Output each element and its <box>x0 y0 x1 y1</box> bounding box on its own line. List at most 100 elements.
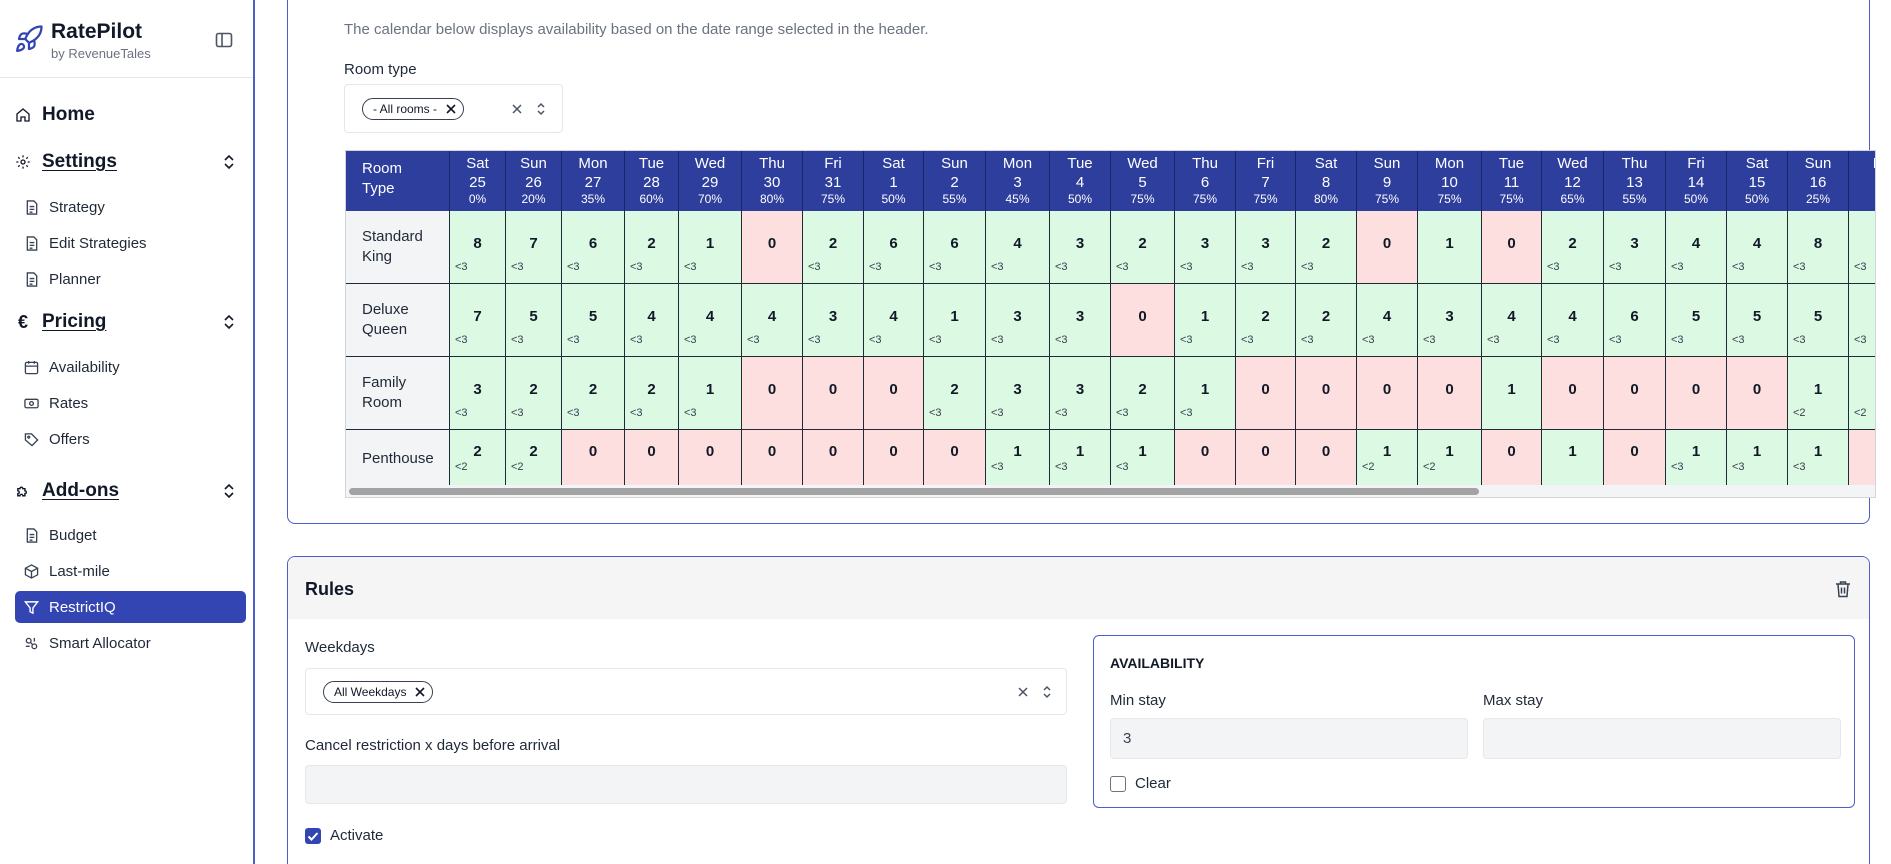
availability-cell[interactable]: 0 <box>679 430 742 488</box>
availability-cell[interactable]: 7 <3 <box>506 211 562 284</box>
sidebar-item-planner[interactable]: Planner <box>15 263 246 295</box>
availability-cell[interactable]: 4 <3 <box>864 284 924 357</box>
availability-cell[interactable]: 0 <box>1357 211 1418 284</box>
availability-cell[interactable]: 3 <3 <box>1050 284 1111 357</box>
availability-cell[interactable]: 1 <3 <box>1788 430 1849 488</box>
availability-cell[interactable]: 0 <box>1175 430 1236 488</box>
availability-cell[interactable]: 1 <2 <box>1418 430 1482 488</box>
availability-cell[interactable]: 0 <box>1604 430 1666 488</box>
availability-cell[interactable]: <3 <box>1849 211 1875 284</box>
weekdays-select[interactable]: All Weekdays <box>305 668 1067 715</box>
horizontal-scrollbar[interactable] <box>346 485 1875 497</box>
availability-cell[interactable]: 2 <2 <box>506 430 562 488</box>
availability-cell[interactable]: 5 <3 <box>1666 284 1727 357</box>
availability-cell[interactable]: 0 <box>1296 430 1357 488</box>
chevron-updown-icon[interactable] <box>534 102 548 116</box>
availability-cell[interactable]: 1 <3 <box>1050 430 1111 488</box>
availability-cell[interactable]: 5 <3 <box>1727 284 1788 357</box>
availability-cell[interactable]: 0 <box>803 357 864 430</box>
activate-checkbox[interactable] <box>305 828 321 844</box>
availability-cell[interactable]: 8 <3 <box>1788 211 1849 284</box>
availability-cell[interactable]: 0 <box>1357 357 1418 430</box>
sidebar-item-smart-allocator[interactable]: Smart Allocator <box>15 627 246 659</box>
availability-cell[interactable]: 4 <3 <box>625 284 679 357</box>
availability-cell[interactable]: 0 <box>1604 357 1666 430</box>
availability-cell[interactable]: 1 <3 <box>924 284 986 357</box>
availability-cell[interactable]: 1 <box>1542 430 1604 488</box>
availability-cell[interactable]: 1 <box>1482 357 1542 430</box>
nav-home[interactable]: Home <box>14 100 246 130</box>
sidebar-item-strategy[interactable]: Strategy <box>15 191 246 223</box>
availability-cell[interactable]: 2 <3 <box>625 357 679 430</box>
availability-cell[interactable]: 2 <3 <box>924 357 986 430</box>
scrollbar-thumb[interactable] <box>349 488 1479 495</box>
sidebar-item-rates[interactable]: Rates <box>15 387 246 419</box>
availability-cell[interactable]: 3 <3 <box>986 357 1050 430</box>
availability-cell[interactable]: 1 <3 <box>986 430 1050 488</box>
availability-cell[interactable]: 1 <3 <box>679 211 742 284</box>
availability-cell[interactable]: 4 <3 <box>1357 284 1418 357</box>
clear-icon[interactable] <box>510 102 524 116</box>
availability-cell[interactable]: 1 <2 <box>1788 357 1849 430</box>
availability-cell[interactable]: 0 <box>1666 357 1727 430</box>
availability-cell[interactable]: 1 <3 <box>1666 430 1727 488</box>
availability-cell[interactable]: 3 <3 <box>986 284 1050 357</box>
availability-cell[interactable]: 4 <3 <box>986 211 1050 284</box>
availability-table[interactable]: Room Type Sat 25 0% Sun 26 20% Mon 27 35% Tue 28 60… <box>345 150 1876 498</box>
availability-cell[interactable]: 0 <box>1418 357 1482 430</box>
min-stay-input[interactable]: 3 <box>1110 718 1468 759</box>
availability-cell[interactable]: 2 <3 <box>625 211 679 284</box>
availability-cell[interactable]: 6 <3 <box>562 211 625 284</box>
availability-cell[interactable]: 0 <box>742 430 803 488</box>
trash-icon[interactable] <box>1835 580 1851 598</box>
availability-cell[interactable]: 4 <3 <box>1666 211 1727 284</box>
availability-cell[interactable]: 2 <3 <box>1296 284 1357 357</box>
availability-cell[interactable]: 0 <box>625 430 679 488</box>
availability-cell[interactable]: 7 <3 <box>450 284 506 357</box>
availability-cell[interactable]: 3 <3 <box>450 357 506 430</box>
sidebar-item-budget[interactable]: Budget <box>15 519 246 551</box>
cancel-restriction-input[interactable] <box>305 765 1067 804</box>
availability-cell[interactable]: 6 <3 <box>1604 284 1666 357</box>
availability-cell[interactable]: 0 <box>803 430 864 488</box>
availability-cell[interactable]: 4 <3 <box>679 284 742 357</box>
availability-cell[interactable]: 6 <3 <box>864 211 924 284</box>
availability-cell[interactable]: 0 <box>1236 357 1296 430</box>
availability-cell[interactable]: 2 <3 <box>1111 357 1175 430</box>
availability-cell[interactable]: 0 <box>1482 211 1542 284</box>
availability-cell[interactable]: 6 <3 <box>924 211 986 284</box>
availability-cell[interactable]: 1 <3 <box>1175 284 1236 357</box>
availability-cell[interactable]: 1 <3 <box>1727 430 1788 488</box>
availability-cell[interactable]: 4 <3 <box>742 284 803 357</box>
sidebar-item-restrictiq[interactable]: RestrictIQ <box>15 591 246 623</box>
availability-cell[interactable]: 0 <box>864 357 924 430</box>
availability-cell[interactable]: 0 <box>1296 357 1357 430</box>
availability-cell[interactable]: 0 <box>742 211 803 284</box>
remove-tag-icon[interactable] <box>414 686 426 698</box>
availability-cell[interactable]: 0 <box>1236 430 1296 488</box>
nav-addons[interactable]: Add-ons <box>14 476 246 506</box>
availability-cell[interactable]: 0 <box>1482 430 1542 488</box>
availability-cell[interactable]: 0 <box>1727 357 1788 430</box>
availability-cell[interactable]: 5 <3 <box>506 284 562 357</box>
max-stay-input[interactable] <box>1483 718 1841 759</box>
nav-pricing[interactable]: € Pricing <box>14 307 246 337</box>
availability-cell[interactable]: 3 <3 <box>803 284 864 357</box>
availability-cell[interactable]: 3 <3 <box>1050 211 1111 284</box>
availability-cell[interactable]: 1 <3 <box>679 357 742 430</box>
availability-cell[interactable]: 5 <3 <box>1788 284 1849 357</box>
availability-cell[interactable]: 3 <3 <box>1604 211 1666 284</box>
availability-cell[interactable]: 2 <2 <box>450 430 506 488</box>
availability-cell[interactable]: 3 <3 <box>1418 284 1482 357</box>
availability-cell[interactable]: 8 <3 <box>450 211 506 284</box>
availability-cell[interactable]: 0 <box>1542 357 1604 430</box>
availability-cell[interactable]: 0 <box>562 430 625 488</box>
chevron-updown-icon[interactable] <box>1040 685 1054 699</box>
availability-cell[interactable]: 1 <2 <box>1357 430 1418 488</box>
availability-cell[interactable]: 0 <box>924 430 986 488</box>
nav-settings[interactable]: Settings <box>14 147 246 177</box>
clear-icon[interactable] <box>1016 685 1030 699</box>
clear-checkbox[interactable] <box>1110 776 1126 792</box>
availability-cell[interactable]: 2 <3 <box>562 357 625 430</box>
availability-cell[interactable]: 2 <3 <box>506 357 562 430</box>
